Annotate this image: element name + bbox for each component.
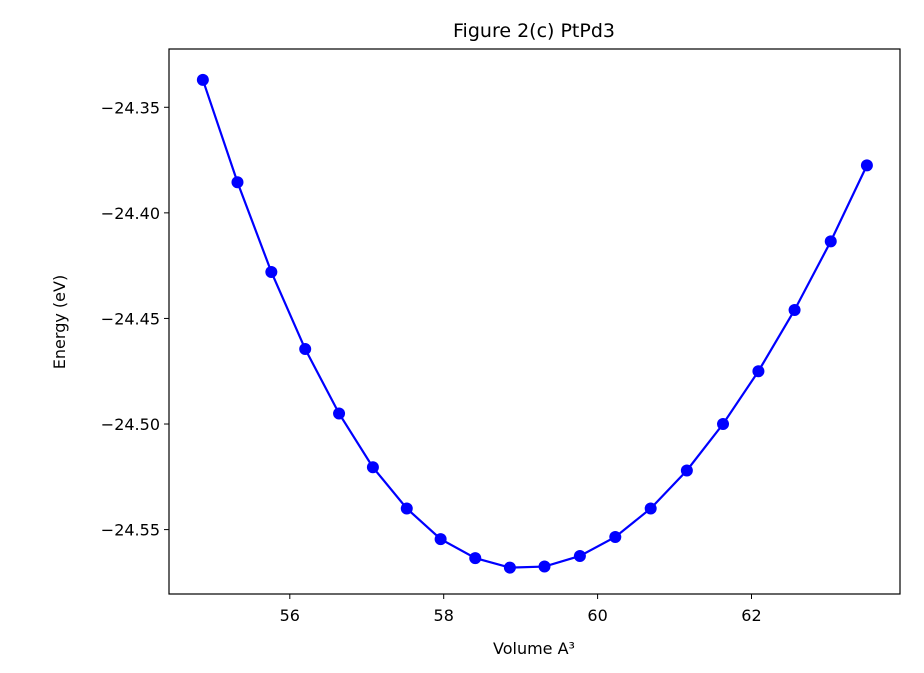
data-point	[231, 176, 244, 189]
y-tick-label: −24.35	[101, 98, 160, 117]
x-tick-label: 56	[280, 606, 300, 625]
data-point	[265, 265, 278, 278]
data-point	[366, 461, 379, 474]
plot-area	[196, 73, 873, 574]
x-tick-label: 62	[741, 606, 761, 625]
data-point	[644, 502, 657, 515]
y-axis-title: Energy (eV)	[50, 275, 69, 369]
data-point	[752, 365, 765, 378]
data-point	[503, 561, 516, 574]
data-point	[299, 343, 312, 356]
x-axis: 56 58 60 62	[280, 594, 762, 625]
y-tick-label: −24.50	[101, 415, 160, 434]
data-point	[609, 530, 622, 543]
y-tick-label: −24.40	[101, 204, 160, 223]
y-tick-label: −24.45	[101, 309, 160, 328]
data-point	[573, 549, 586, 562]
data-point	[680, 464, 693, 477]
data-point	[469, 552, 482, 565]
data-point	[400, 502, 413, 515]
axes-frame	[168, 48, 901, 595]
y-tick-label: −24.55	[101, 521, 160, 540]
data-point	[860, 159, 873, 172]
data-point	[196, 73, 209, 86]
x-tick-label: 60	[587, 606, 607, 625]
x-axis-title: Volume A³	[493, 639, 575, 658]
data-point	[333, 407, 346, 420]
y-axis: −24.35 −24.40 −24.45 −24.50 −24.55	[101, 98, 169, 540]
series-line	[201, 79, 868, 569]
data-point	[434, 533, 447, 546]
data-point	[788, 303, 801, 316]
data-point	[538, 560, 551, 573]
data-point	[824, 235, 837, 248]
x-tick-label: 58	[434, 606, 454, 625]
chart-title: Figure 2(c) PtPd3	[453, 20, 615, 42]
data-point	[717, 418, 730, 431]
